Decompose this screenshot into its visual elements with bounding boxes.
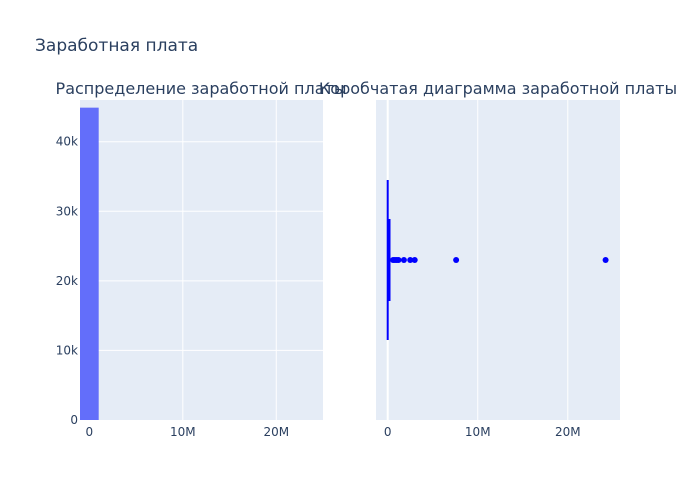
histogram-panel: 0 10k 20k 30k 40k 0 10M 20M Распределение зара… [56,79,347,439]
boxplot-outlier-point [400,257,407,263]
boxplot-outlier-point [395,257,402,263]
boxplot-outlier-point [407,257,414,263]
histogram-y-ticks: 0 10k 20k 30k 40k [56,135,78,427]
boxplot-x-tick-label: 20M [555,425,581,439]
boxplot-box [386,180,392,340]
histogram-y-tick-label: 40k [56,135,78,149]
histogram-bars [80,107,99,421]
histogram-bar [80,107,99,421]
boxplot-panel: 0 10M 20M Коробчатая диаграмма заработной … [319,79,677,439]
boxplot-title: Коробчатая диаграмма заработной платы [319,79,677,98]
boxplot-x-tick-label: 0 [384,425,392,439]
histogram-x-tick-label: 20M [263,425,289,439]
histogram-subtitle: Распределение заработной платы [56,79,347,98]
histogram-x-tick-label: 10M [170,425,196,439]
histogram-plot-area [80,100,323,420]
histogram-y-tick-label: 0 [70,413,78,427]
boxplot-outlier-point [602,257,609,263]
figure-title: Заработная плата [35,36,198,56]
histogram-gridlines [80,100,323,420]
histogram-y-tick-label: 10k [56,343,78,357]
histogram-y-tick-label: 20k [56,274,78,288]
boxplot-x-tick-label: 10M [465,425,491,439]
boxplot-outliers [390,257,609,263]
histogram-y-tick-label: 30k [56,204,78,218]
boxplot-outlier-point [453,257,460,263]
histogram-x-ticks: 0 10M 20M [86,425,290,439]
boxplot-outlier-point [411,257,418,263]
boxplot-x-ticks: 0 10M 20M [384,425,581,439]
histogram-x-tick-label: 0 [86,425,94,439]
